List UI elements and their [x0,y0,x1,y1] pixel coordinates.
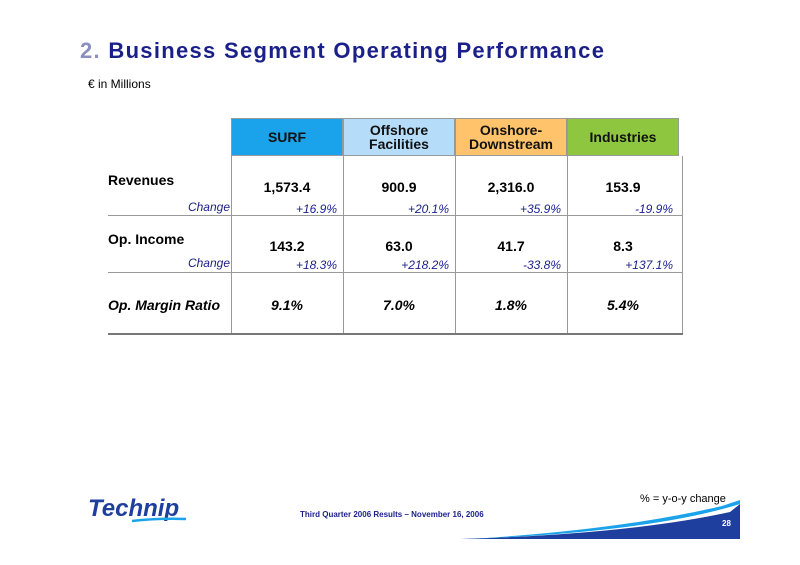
op-margin-value: 5.4% [607,297,639,313]
column-header-surf: SURF [231,118,343,156]
revenue-change: +20.1% [407,202,449,216]
op-margin-value: 9.1% [271,297,303,313]
op-income-value: 143.2 [269,238,305,254]
revenue-change: +35.9% [519,202,561,216]
op-income-change: +218.2% [401,258,449,272]
column-header-onshore: Onshore- Downstream [455,118,567,156]
op-income-value: 8.3 [613,238,633,254]
change-label: Change [187,256,230,270]
change-footnote: % = y-o-y change [640,493,726,505]
column-header-line1: Offshore [369,122,429,138]
column-header-offshore: Offshore Facilities [343,118,455,156]
op-margin-value: 1.8% [495,297,527,313]
grid-divider [567,156,568,334]
grid-divider [455,156,456,334]
op-income-change: -33.8% [522,258,561,272]
footer-swoosh [460,500,740,539]
revenue-value: 153.9 [605,179,641,195]
technip-logo: Technip [88,495,187,523]
column-header-line2: Downstream [468,136,554,152]
table-bottom-rule [108,333,683,335]
revenue-value: 2,316.0 [487,179,535,195]
revenue-change: +16.9% [295,202,337,216]
op-income-change: +137.1% [625,258,673,272]
column-header-line2: Facilities [369,136,429,152]
column-header-line1: SURF [267,129,307,145]
revenue-value: 900.9 [381,179,417,195]
revenue-change: -19.9% [634,202,673,216]
row-label-revenues: Revenues [108,172,175,188]
op-margin-value: 7.0% [383,297,415,313]
change-label: Change [187,200,230,214]
grid-divider [682,156,683,334]
row-divider [108,215,683,216]
section-number: 2. [80,38,101,63]
grid-divider [231,156,232,334]
op-income-change: +18.3% [295,258,337,272]
units-subtitle: € in Millions [88,77,151,91]
logo-wordmark: Technip [88,495,179,522]
row-divider [108,272,683,273]
page-number: 28 [722,519,731,528]
op-income-value: 63.0 [385,238,413,254]
column-header-line1: Industries [589,129,657,145]
op-income-value: 41.7 [497,238,525,254]
row-label-op-income: Op. Income [108,231,185,247]
footer-event: Third Quarter 2006 Results – November 16… [300,510,484,519]
logo-underline [131,517,187,523]
grid-divider [343,156,344,334]
revenue-value: 1,573.4 [263,179,311,195]
column-header-industries: Industries [567,118,679,156]
title-text: Business Segment Operating Performance [108,38,606,63]
column-header-line1: Onshore- [479,122,543,138]
row-label-op-margin: Op. Margin Ratio [108,297,220,313]
page-title: 2. Business Segment Operating Performanc… [80,38,605,64]
